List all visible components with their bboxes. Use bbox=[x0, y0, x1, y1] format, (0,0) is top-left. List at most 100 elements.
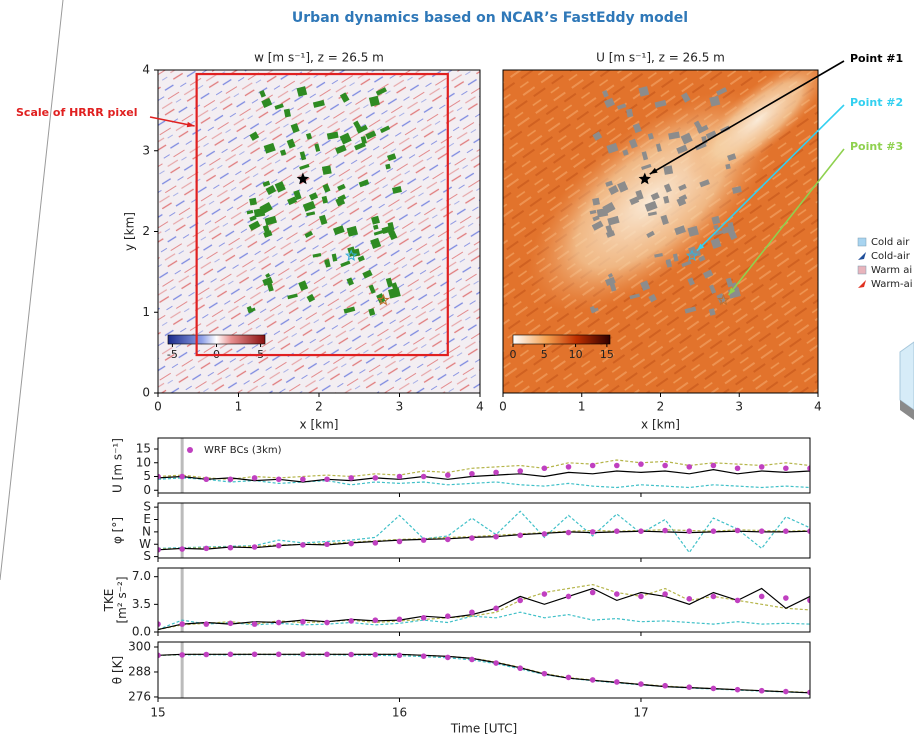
wrf-point bbox=[276, 620, 282, 626]
wrf-point bbox=[373, 475, 379, 481]
wrf-point bbox=[397, 539, 403, 545]
wrf-point bbox=[179, 474, 185, 480]
y-tick-label: 7.0 bbox=[132, 569, 151, 583]
x-tick-label: 0 bbox=[154, 400, 162, 414]
wrf-point bbox=[324, 476, 330, 482]
wrf-point bbox=[469, 657, 475, 663]
wrf-point bbox=[228, 476, 234, 482]
wrf-point bbox=[373, 652, 379, 658]
wrf-point bbox=[517, 598, 523, 604]
y-tick-label: 10 bbox=[136, 455, 151, 469]
wrf-point bbox=[493, 660, 499, 666]
building bbox=[592, 198, 600, 206]
wrf-point bbox=[662, 463, 668, 469]
slide: Urban dynamics based on NCAR’s FastEddy … bbox=[0, 0, 914, 742]
y-tick-label: 276 bbox=[128, 689, 151, 703]
wrf-point bbox=[783, 528, 789, 534]
wrf-point bbox=[252, 475, 258, 481]
wrf-point bbox=[300, 651, 306, 657]
y-tick-label: 5 bbox=[143, 469, 151, 483]
plot-area bbox=[155, 651, 813, 695]
field-image bbox=[158, 70, 480, 393]
wrf-point bbox=[614, 591, 620, 597]
wrf-point bbox=[517, 665, 523, 671]
wrf-point bbox=[300, 476, 306, 482]
wrf-point bbox=[614, 463, 620, 469]
x-tick-label: 4 bbox=[814, 400, 822, 414]
wrf-point bbox=[662, 591, 668, 597]
wrf-point bbox=[542, 531, 548, 537]
x-tick-label: 3 bbox=[735, 400, 743, 414]
wrf-point bbox=[638, 528, 644, 534]
wrf-point bbox=[783, 465, 789, 471]
wrf-point bbox=[493, 534, 499, 540]
wrf-point bbox=[735, 528, 741, 534]
wrf-point bbox=[662, 683, 668, 689]
colorbar-tick-label: -5 bbox=[167, 348, 178, 361]
plot-area bbox=[155, 585, 813, 630]
x-axis-label: x [km] bbox=[300, 418, 339, 432]
legend-label: WRF BCs (3km) bbox=[204, 445, 282, 456]
x-tick-label: 3 bbox=[396, 400, 404, 414]
legend-label: Warm ai bbox=[871, 265, 912, 276]
wrf-point bbox=[324, 541, 330, 547]
wrf-point bbox=[590, 677, 596, 683]
wrf-point bbox=[711, 528, 717, 534]
x-tick-label: 1 bbox=[578, 400, 586, 414]
colorbar-tick-label: 5 bbox=[541, 348, 548, 361]
y-axis-label: TKE bbox=[102, 589, 116, 613]
y-axis-label: φ [°] bbox=[111, 517, 125, 544]
wrf-point bbox=[373, 540, 379, 546]
y-axis-label: y [km] bbox=[123, 212, 137, 251]
wrf-point bbox=[759, 528, 765, 534]
wrf-point bbox=[300, 542, 306, 548]
wrf-point bbox=[783, 595, 789, 601]
y-tick-label: 3 bbox=[142, 143, 150, 157]
wrf-point bbox=[711, 686, 717, 692]
y-tick-label: 300 bbox=[128, 639, 151, 653]
panel-title: U [m s⁻¹], z = 26.5 m bbox=[596, 51, 725, 65]
wrf-point bbox=[590, 529, 596, 535]
wrf-point bbox=[348, 475, 354, 481]
wrf-point bbox=[735, 687, 741, 693]
wrf-point bbox=[638, 594, 644, 600]
plot-area bbox=[155, 511, 813, 552]
wrf-point bbox=[686, 684, 692, 690]
wrf-point bbox=[566, 594, 572, 600]
map-field bbox=[158, 70, 480, 393]
x-tick-label: 16 bbox=[392, 706, 407, 720]
wrf-point bbox=[252, 651, 258, 657]
wrf-point bbox=[348, 618, 354, 624]
legend-label: Cold-air bbox=[871, 251, 911, 262]
y-tick-label: 4 bbox=[142, 63, 150, 77]
panel-title: w [m s⁻¹], z = 26.5 m bbox=[254, 51, 384, 65]
wrf-point bbox=[179, 546, 185, 552]
point-label: Point #1 bbox=[850, 52, 903, 65]
wrf-point bbox=[590, 590, 596, 596]
wrf-point bbox=[445, 613, 451, 619]
wrf-point bbox=[397, 653, 403, 659]
legend-swatch bbox=[858, 266, 866, 274]
legend-marker bbox=[187, 447, 193, 453]
wrf-point bbox=[421, 653, 427, 659]
point-label: Point #2 bbox=[850, 96, 903, 109]
x-axis-label: Time [UTC] bbox=[450, 722, 517, 736]
y-tick-label: 0 bbox=[142, 386, 150, 400]
wrf-point bbox=[324, 620, 330, 626]
wrf-point bbox=[179, 621, 185, 627]
wrf-point bbox=[638, 461, 644, 467]
wrf-point bbox=[614, 528, 620, 534]
wrf-point bbox=[614, 679, 620, 685]
wrf-point bbox=[566, 530, 572, 536]
wrf-point bbox=[252, 544, 258, 550]
wrf-point bbox=[542, 465, 548, 471]
wrf-point bbox=[276, 476, 282, 482]
wrf-point bbox=[517, 533, 523, 539]
wrf-point bbox=[566, 675, 572, 681]
wrf-point bbox=[445, 472, 451, 478]
wrf-point bbox=[421, 474, 427, 480]
wrf-point bbox=[203, 652, 209, 658]
y-tick-label: 15 bbox=[136, 442, 151, 456]
y-tick-label: 1 bbox=[142, 305, 150, 319]
wrf-point bbox=[203, 546, 209, 552]
